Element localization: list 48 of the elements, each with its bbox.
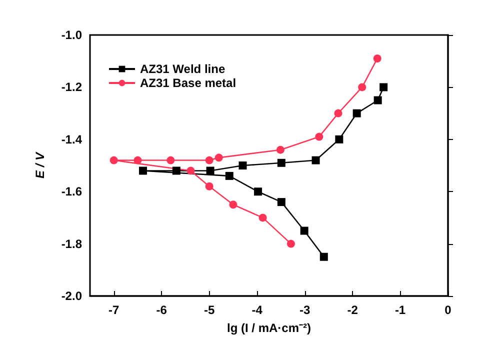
point (374, 96, 382, 104)
point (358, 83, 366, 92)
y-axis-title: E / V (33, 152, 47, 179)
x-tick-label: 0 (444, 303, 452, 317)
point (254, 188, 262, 196)
point (286, 240, 295, 248)
point (225, 172, 234, 180)
point (238, 162, 247, 170)
point (276, 146, 284, 154)
point (258, 214, 267, 222)
x-tick-label: -7 (108, 303, 120, 317)
x-axis-title: lg (I / mA·cm⁻²) (227, 321, 311, 335)
point (205, 156, 214, 164)
point (380, 83, 388, 92)
x-tick-label: -5 (204, 303, 215, 317)
point (277, 158, 286, 167)
point (138, 166, 147, 175)
point (206, 166, 214, 175)
point (277, 198, 286, 206)
point (320, 252, 328, 261)
point (334, 109, 342, 118)
point (229, 200, 238, 209)
point (134, 156, 142, 164)
y-tick-label: -1.8 (61, 236, 82, 251)
point (335, 135, 344, 144)
x-tick-label: -1 (394, 303, 406, 317)
legend-label: AZ31 Base metal (140, 76, 236, 90)
y-tick-label: -2.0 (61, 289, 82, 303)
x-tick-label: -2 (347, 303, 358, 317)
point (373, 54, 382, 62)
point (312, 156, 320, 164)
point (300, 226, 308, 235)
y-tick-label: -1.4 (61, 132, 82, 146)
point (315, 132, 324, 141)
y-tick-label: -1.0 (61, 28, 82, 42)
point (110, 156, 118, 164)
legend-label: AZ31 Weld line (140, 62, 226, 76)
y-tick-label: -1.6 (61, 184, 82, 199)
point (352, 109, 361, 118)
point (186, 166, 195, 175)
x-tick-label: -4 (252, 303, 263, 317)
point (205, 182, 214, 190)
x-tick-label: -3 (299, 303, 310, 317)
point (172, 166, 180, 175)
x-tick-label: -6 (156, 303, 168, 317)
point (166, 156, 175, 164)
y-tick-label: -1.2 (61, 80, 82, 94)
point (214, 154, 223, 162)
